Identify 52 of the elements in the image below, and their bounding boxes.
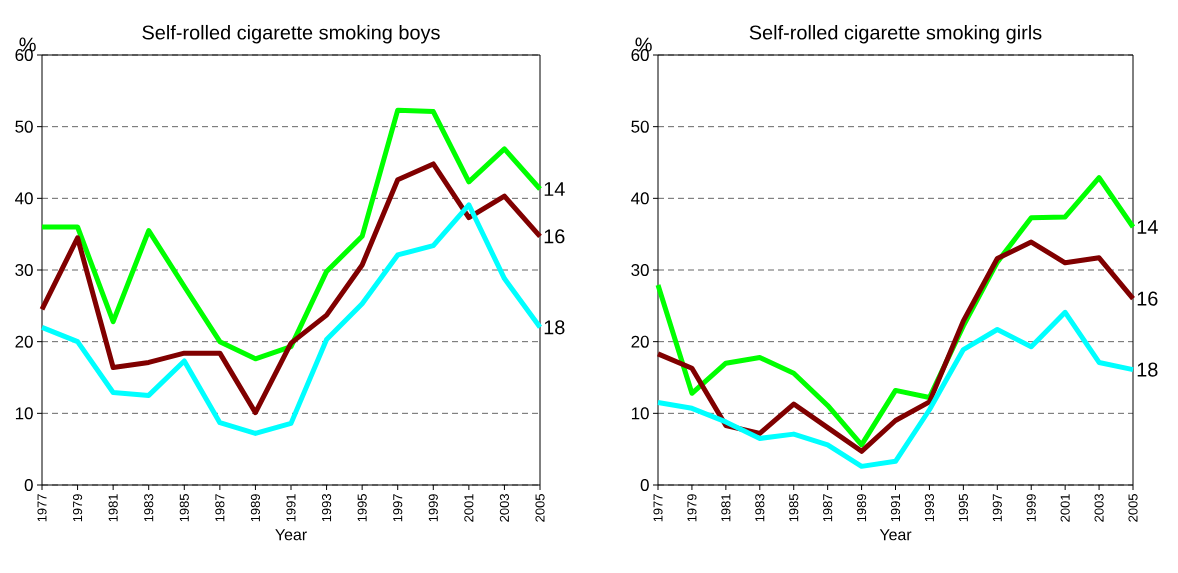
y-tick-label: 50 xyxy=(631,120,649,133)
x-tick-label: 1989 xyxy=(856,494,867,522)
x-axis-title: Year xyxy=(879,529,912,541)
series-label: 16 xyxy=(1137,291,1158,306)
series-label: 14 xyxy=(544,182,565,196)
x-tick-label: 2005 xyxy=(1128,494,1138,522)
x-tick-label: 1997 xyxy=(393,494,403,522)
series-label: 18 xyxy=(544,320,565,335)
y-tick-label: 0 xyxy=(24,479,33,491)
x-tick-label: 1999 xyxy=(1026,494,1036,522)
y-tick-label: 20 xyxy=(15,335,33,348)
x-tick-label: 2001 xyxy=(464,494,474,522)
chart-title: Self-rolled cigarette smoking girls xyxy=(749,24,1042,44)
x-tick-label: 1987 xyxy=(823,494,833,522)
x-tick-label: 2001 xyxy=(1060,494,1070,522)
y-tick-label: 10 xyxy=(15,407,33,420)
chart-title: Self-rolled cigarette smoking boys xyxy=(142,24,440,44)
x-tick-label: 1985 xyxy=(789,494,799,522)
y-tick-label: 40 xyxy=(15,192,33,205)
x-tick-label: 1977 xyxy=(37,494,47,522)
x-tick-label: 1987 xyxy=(215,494,225,522)
x-tick-label: 1979 xyxy=(687,494,697,522)
x-tick-label: 1977 xyxy=(653,494,663,522)
x-tick-label: 1995 xyxy=(357,494,367,522)
x-tick-label: 1979 xyxy=(72,494,83,522)
x-tick-label: 1999 xyxy=(428,494,438,522)
series-label: 18 xyxy=(1137,362,1158,377)
series-label: 16 xyxy=(544,229,565,244)
y-tick-label: 0 xyxy=(640,479,649,491)
x-tick-label: 1983 xyxy=(755,494,765,522)
x-tick-label: 2005 xyxy=(535,494,545,522)
x-tick-label: 1983 xyxy=(144,494,154,522)
x-tick-label: 1989 xyxy=(250,494,261,522)
x-tick-label: 2003 xyxy=(499,494,510,522)
x-tick-label: 1993 xyxy=(924,494,935,522)
y-tick-label: 30 xyxy=(631,264,649,276)
y-tick-label: 30 xyxy=(15,264,33,276)
x-axis-title: Year xyxy=(275,529,307,541)
x-tick-label: 1995 xyxy=(958,494,968,522)
y-tick-label: 50 xyxy=(15,120,33,133)
y-tick-label: 40 xyxy=(631,192,649,205)
x-tick-label: 1981 xyxy=(721,494,731,522)
x-tick-label: 1997 xyxy=(992,494,1002,522)
x-tick-label: 1981 xyxy=(108,494,118,522)
x-tick-label: 1985 xyxy=(179,494,189,522)
x-tick-label: 1993 xyxy=(321,494,332,522)
x-tick-label: 1991 xyxy=(890,494,901,522)
x-tick-label: 1991 xyxy=(286,494,296,522)
x-tick-label: 2003 xyxy=(1094,494,1104,522)
series-label: 14 xyxy=(1137,220,1158,234)
y-tick-label: 20 xyxy=(631,335,649,348)
y-tick-label: 10 xyxy=(631,407,649,420)
